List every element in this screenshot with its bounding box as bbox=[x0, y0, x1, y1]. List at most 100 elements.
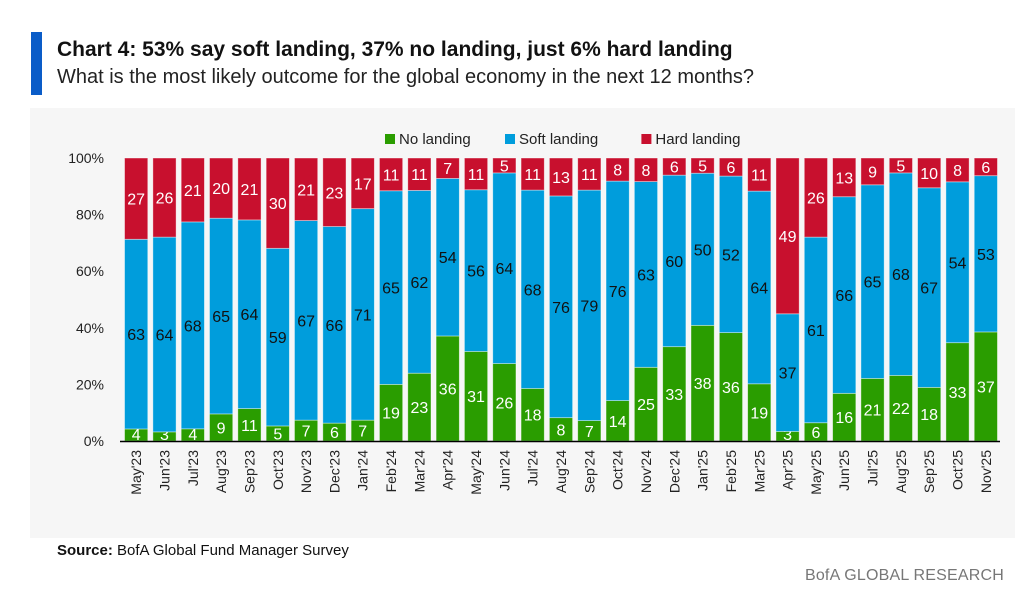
x-tick-label: Aug'25 bbox=[893, 450, 909, 493]
x-tick-label: Jun'25 bbox=[836, 450, 852, 491]
brand-logo-text: BofA GLOBAL RESEARCH bbox=[804, 567, 1004, 584]
data-label: 8 bbox=[557, 422, 566, 439]
data-label: 76 bbox=[552, 300, 570, 317]
data-label: 17 bbox=[354, 176, 372, 193]
x-tick-label: Sep'23 bbox=[241, 450, 257, 493]
bar-segment-hard-landing bbox=[322, 157, 347, 227]
data-label: 5 bbox=[500, 158, 509, 175]
data-label: 71 bbox=[354, 307, 372, 324]
bar-segment-hard-landing bbox=[888, 157, 913, 174]
x-tick-label: Oct'23 bbox=[270, 450, 286, 490]
bar-segment-hard-landing bbox=[633, 157, 658, 182]
data-label: 11 bbox=[468, 167, 485, 184]
x-tick-label: Jul'25 bbox=[865, 450, 881, 486]
bar-segment-hard-landing bbox=[945, 157, 970, 183]
x-tick-label: Dec'24 bbox=[666, 450, 682, 493]
data-label: 37 bbox=[779, 366, 797, 383]
bar-segment-hard-landing bbox=[662, 157, 687, 176]
data-label: 6 bbox=[981, 160, 990, 177]
data-label: 68 bbox=[892, 267, 910, 284]
bar-segment-hard-landing bbox=[237, 157, 262, 221]
bar-segment-hard-landing bbox=[690, 157, 715, 174]
data-label: 13 bbox=[552, 170, 570, 187]
data-label: 67 bbox=[920, 281, 938, 298]
x-tick-label: Oct'24 bbox=[610, 450, 626, 490]
x-tick-label: Apr'25 bbox=[780, 450, 796, 490]
data-label: 63 bbox=[637, 267, 655, 284]
x-tick-label: Jan'25 bbox=[695, 450, 711, 491]
data-label: 21 bbox=[297, 182, 315, 199]
data-label: 60 bbox=[665, 254, 683, 271]
data-label: 14 bbox=[609, 414, 627, 431]
data-label: 52 bbox=[722, 247, 740, 264]
data-label: 53 bbox=[977, 247, 995, 264]
bar-segment-hard-landing bbox=[294, 157, 319, 221]
data-label: 54 bbox=[439, 250, 457, 267]
data-label: 68 bbox=[524, 282, 542, 299]
legend-label: No landing bbox=[399, 131, 471, 148]
data-label: 21 bbox=[184, 183, 202, 200]
x-tick-label: Feb'25 bbox=[723, 450, 739, 493]
data-label: 31 bbox=[467, 389, 485, 406]
y-tick-label: 80% bbox=[76, 207, 104, 223]
data-label: 37 bbox=[977, 379, 995, 396]
bar-segment-hard-landing bbox=[860, 157, 885, 186]
data-label: 26 bbox=[156, 191, 174, 208]
bar-segment-hard-landing bbox=[747, 157, 772, 192]
x-tick-label: Nov'23 bbox=[298, 450, 314, 493]
y-tick-label: 60% bbox=[76, 263, 104, 279]
data-label: 8 bbox=[953, 163, 962, 180]
legend-swatch bbox=[505, 134, 515, 144]
data-label: 63 bbox=[127, 327, 145, 344]
data-label: 33 bbox=[665, 387, 683, 404]
data-label: 19 bbox=[382, 406, 400, 423]
data-label: 50 bbox=[694, 242, 712, 259]
chart-title: Chart 4: 53% say soft landing, 37% no la… bbox=[57, 38, 733, 61]
bar-segment-hard-landing bbox=[265, 157, 290, 249]
data-label: 36 bbox=[722, 380, 740, 397]
legend-swatch bbox=[641, 134, 652, 144]
y-tick-label: 20% bbox=[76, 376, 104, 392]
data-label: 3 bbox=[160, 427, 169, 444]
data-label: 6 bbox=[670, 160, 679, 177]
data-label: 6 bbox=[811, 425, 820, 442]
chart-subtitle: What is the most likely outcome for the … bbox=[57, 66, 755, 88]
data-label: 79 bbox=[580, 298, 598, 315]
data-label: 7 bbox=[358, 424, 367, 441]
data-label: 30 bbox=[269, 196, 287, 213]
x-tick-label: Feb'24 bbox=[383, 450, 399, 493]
x-tick-label: Jun'23 bbox=[156, 450, 172, 491]
bar-segment-hard-landing bbox=[492, 157, 517, 174]
bar-segment-hard-landing bbox=[350, 157, 375, 210]
bar-segment-hard-landing bbox=[605, 157, 630, 182]
data-label: 65 bbox=[212, 309, 230, 326]
bar-segment-hard-landing bbox=[803, 157, 828, 238]
x-tick-label: Jul'23 bbox=[185, 450, 201, 486]
data-label: 61 bbox=[807, 323, 825, 340]
data-label: 23 bbox=[410, 400, 428, 417]
data-label: 59 bbox=[269, 330, 287, 347]
bar-segment-hard-landing bbox=[464, 157, 489, 191]
source-note: Source: BofA Global Fund Manager Survey bbox=[57, 542, 349, 559]
x-tick-label: May'24 bbox=[468, 450, 484, 495]
data-label: 11 bbox=[751, 168, 768, 185]
bar-segment-hard-landing bbox=[407, 157, 432, 191]
source-label: Source: bbox=[57, 542, 113, 559]
data-label: 19 bbox=[750, 405, 768, 422]
bar-segment-hard-landing bbox=[973, 157, 998, 177]
data-label: 25 bbox=[637, 397, 655, 414]
data-label: 26 bbox=[495, 395, 513, 412]
x-tick-label: Aug'23 bbox=[213, 450, 229, 493]
data-label: 18 bbox=[524, 408, 542, 425]
legend-label: Hard landing bbox=[655, 131, 740, 148]
data-label: 64 bbox=[750, 280, 768, 297]
data-label: 7 bbox=[585, 424, 594, 441]
data-label: 6 bbox=[726, 160, 735, 177]
x-tick-label: Nov'25 bbox=[978, 450, 994, 493]
x-tick-label: Sep'25 bbox=[921, 450, 937, 493]
data-label: 26 bbox=[807, 191, 825, 208]
bar-segment-hard-landing bbox=[435, 157, 460, 179]
bar-segment-hard-landing bbox=[379, 157, 404, 192]
bar-segment-hard-landing bbox=[775, 157, 800, 315]
